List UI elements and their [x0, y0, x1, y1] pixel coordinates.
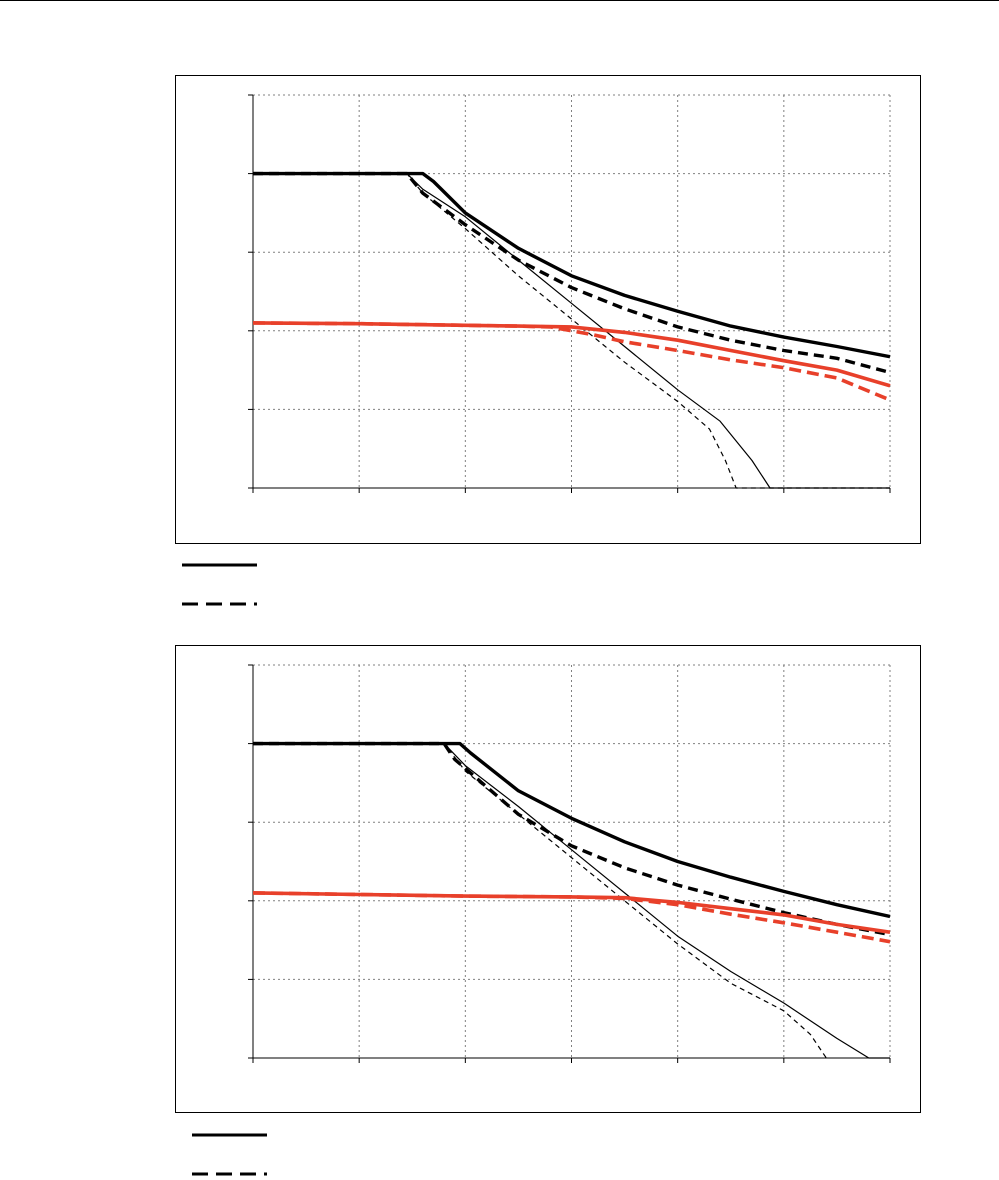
- chart-1: [248, 94, 891, 493]
- chart-2-series-thick-solid-black: [253, 741, 891, 919]
- legend-1: [182, 563, 257, 606]
- chart-frame-1: [175, 75, 921, 544]
- chart-1-series-thin-dashed-black: [253, 173, 890, 489]
- chart-1-series-thin-solid-black: [253, 173, 890, 489]
- chart-frame-2: [175, 645, 921, 1113]
- chart-1-series-thick-dashed-black: [253, 171, 891, 375]
- page-top-rule: [0, 0, 999, 1]
- chart-1-series-thick-dashed-red: [252, 321, 891, 402]
- chart-1-series-thick-solid-red: [252, 321, 891, 388]
- legend-2: [192, 1133, 267, 1176]
- chart-2: [248, 664, 891, 1063]
- chart-2-series-thin-solid-black: [253, 743, 890, 1059]
- chart-2-series-thick-dashed-red: [252, 891, 891, 944]
- chart-1-series-thick-solid-black: [253, 171, 891, 359]
